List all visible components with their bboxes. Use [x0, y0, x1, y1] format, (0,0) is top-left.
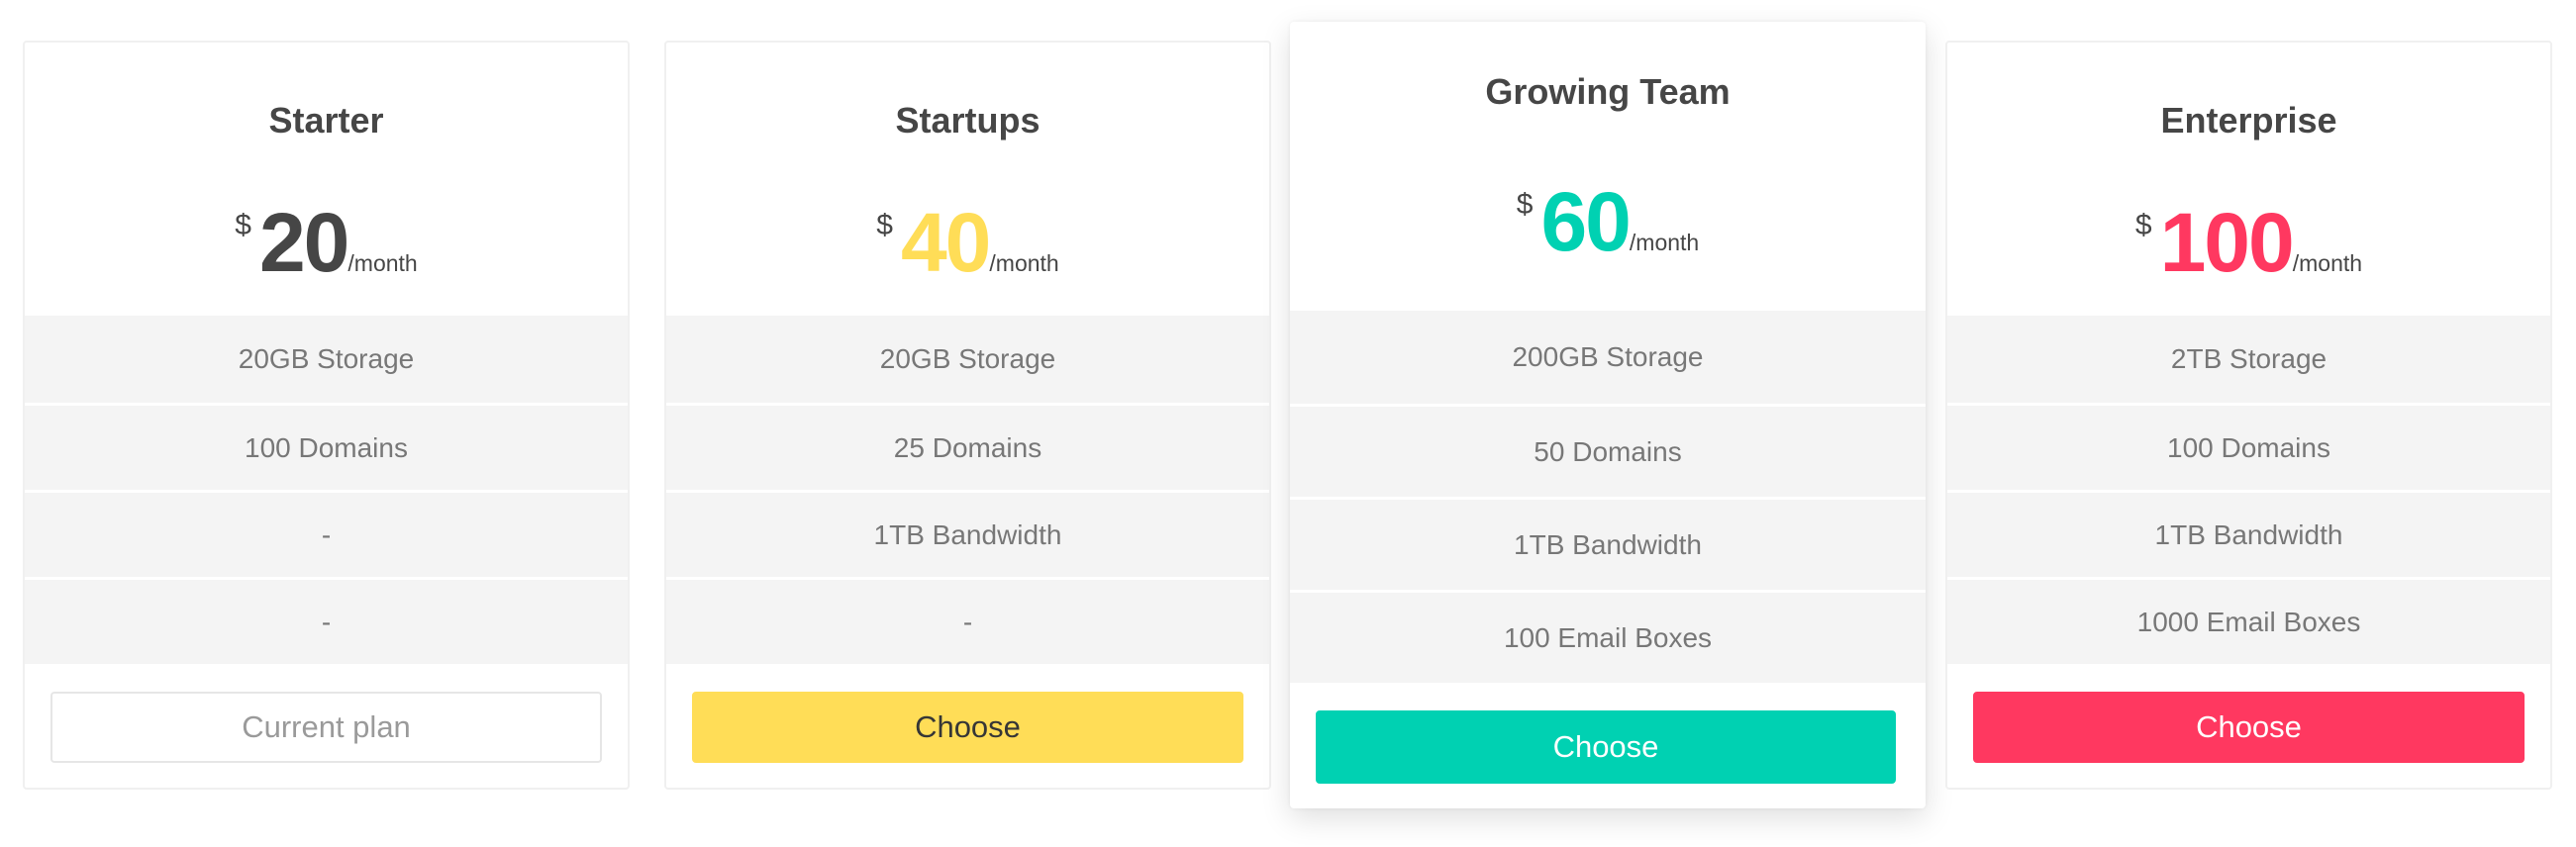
feature-row: 20GB Storage: [25, 316, 628, 403]
feature-row: 1TB Bandwidth: [1290, 497, 1926, 590]
currency-symbol: $: [1516, 188, 1534, 221]
price-amount: 100: [2159, 196, 2295, 289]
price-period: /month: [2292, 250, 2363, 276]
pricing-card-growing-team: Growing Team $60/month 200GB Storage 50 D…: [1290, 22, 1926, 808]
plan-price: $100/month: [1947, 201, 2550, 284]
feature-row: -: [666, 577, 1269, 664]
price-period: /month: [989, 250, 1059, 276]
current-plan-button[interactable]: Current plan: [50, 692, 602, 763]
plan-title: Starter: [268, 100, 384, 141]
plan-header: Enterprise $100/month: [1947, 43, 2550, 316]
feature-row: 100 Email Boxes: [1290, 590, 1926, 683]
feature-row: 2TB Storage: [1947, 316, 2550, 403]
plan-title: Enterprise: [2160, 100, 2337, 141]
plan-price: $60/month: [1290, 180, 1926, 263]
plan-header: Growing Team $60/month: [1290, 22, 1926, 311]
feature-row: 20GB Storage: [666, 316, 1269, 403]
pricing-card-startups: Startups $40/month 20GB Storage 25 Domain…: [664, 41, 1271, 790]
feature-row: 25 Domains: [666, 403, 1269, 490]
feature-row: -: [25, 577, 628, 664]
price-period: /month: [1629, 230, 1700, 255]
feature-row: 1000 Email Boxes: [1947, 577, 2550, 664]
plan-price: $40/month: [666, 201, 1269, 284]
plan-price: $20/month: [25, 201, 628, 284]
plan-title: Growing Team: [1485, 71, 1731, 112]
feature-row: -: [25, 490, 628, 577]
choose-button[interactable]: Choose: [1316, 710, 1896, 784]
feature-row: 1TB Bandwidth: [1947, 490, 2550, 577]
price-amount: 20: [258, 196, 349, 289]
feature-row: 200GB Storage: [1290, 311, 1926, 404]
feature-row: 1TB Bandwidth: [666, 490, 1269, 577]
feature-row: 100 Domains: [25, 403, 628, 490]
choose-button[interactable]: Choose: [692, 692, 1243, 763]
price-period: /month: [347, 250, 418, 276]
plan-title: Startups: [895, 100, 1040, 141]
feature-row: 100 Domains: [1947, 403, 2550, 490]
pricing-card-starter: Starter $20/month 20GB Storage 100 Domain…: [23, 41, 630, 790]
price-amount: 60: [1540, 175, 1631, 268]
price-amount: 40: [900, 196, 991, 289]
plan-header: Starter $20/month: [25, 43, 628, 316]
plan-header: Startups $40/month: [666, 43, 1269, 316]
currency-symbol: $: [876, 209, 893, 241]
currency-symbol: $: [235, 209, 251, 241]
feature-row: 50 Domains: [1290, 404, 1926, 497]
choose-button[interactable]: Choose: [1973, 692, 2525, 763]
currency-symbol: $: [2134, 209, 2152, 241]
pricing-card-enterprise: Enterprise $100/month 2TB Storage 100 Dom…: [1945, 41, 2552, 790]
